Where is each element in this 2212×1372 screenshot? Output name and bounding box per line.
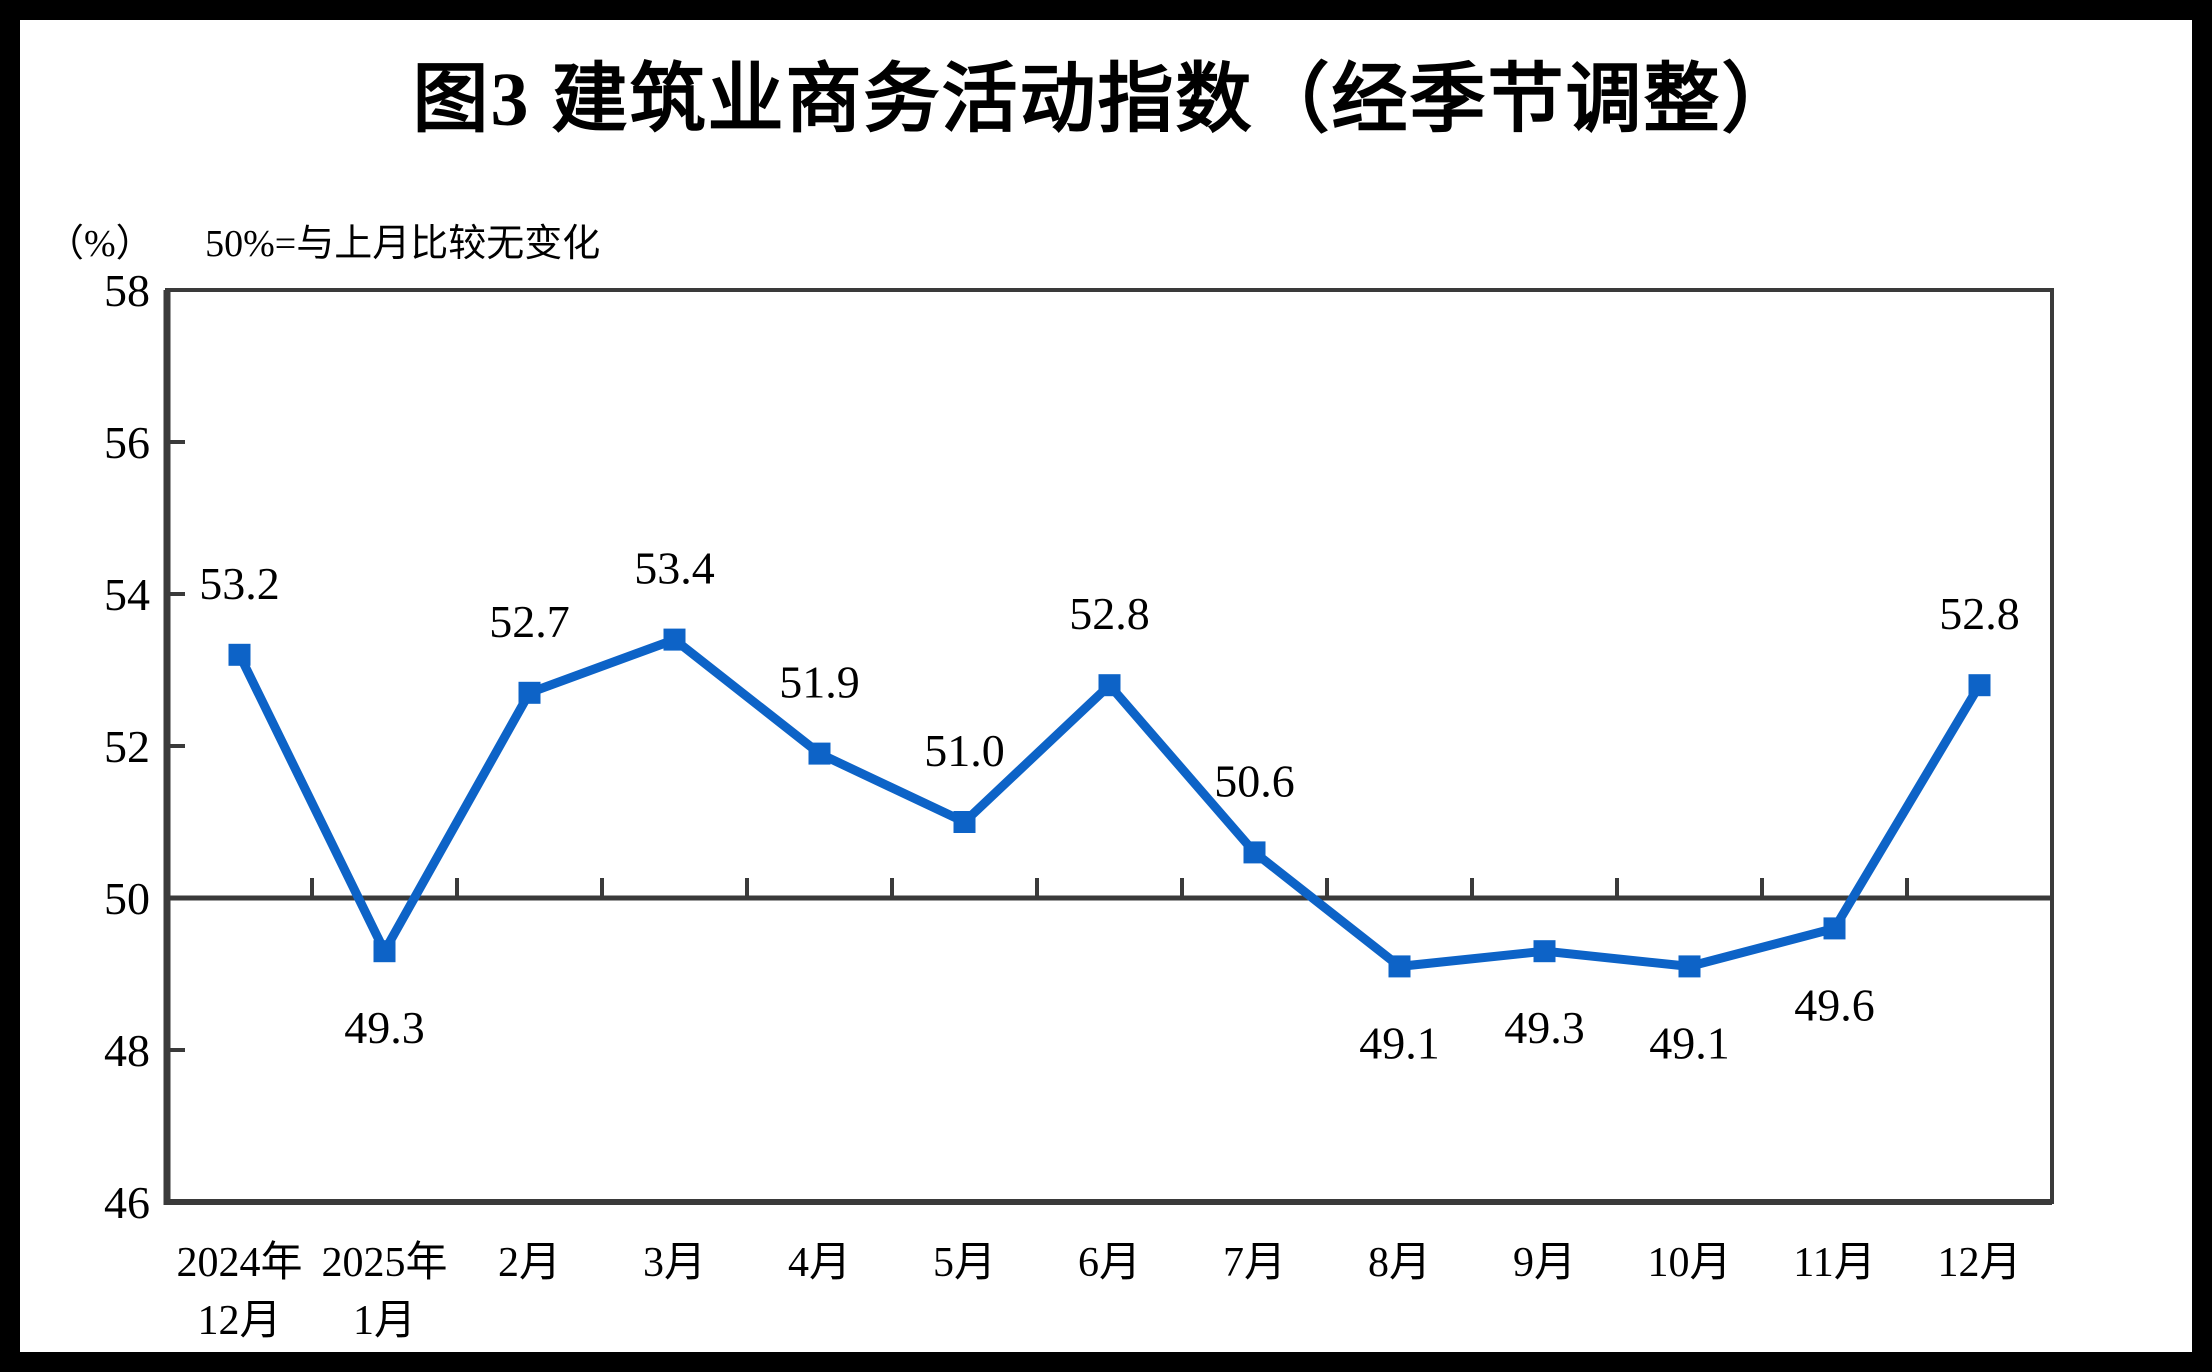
- data-point-marker: [663, 628, 686, 651]
- data-label: 53.4: [634, 543, 715, 594]
- data-label: 51.0: [924, 725, 1005, 776]
- x-axis-category-label: 2025年: [321, 1239, 447, 1286]
- x-axis-category-label: 8月: [1368, 1240, 1431, 1286]
- data-label: 52.8: [1069, 588, 1150, 639]
- x-axis-category-label: 10月: [1647, 1240, 1731, 1286]
- data-point-marker: [1243, 841, 1266, 864]
- x-axis-category-label: 1月: [353, 1298, 416, 1344]
- x-axis-category-label: 6月: [1078, 1240, 1141, 1286]
- chart-title: 图3 建筑业商务活动指数（经季节调整）: [412, 58, 1800, 142]
- data-point-marker: [1678, 955, 1701, 978]
- y-axis-tick-label: 54: [104, 569, 150, 620]
- x-axis-category-label: 2024年: [176, 1239, 302, 1286]
- y-axis-tick-label: 56: [104, 417, 150, 468]
- data-label: 49.1: [1649, 1017, 1730, 1068]
- y-axis-tick-label: 46: [104, 1177, 150, 1228]
- data-point-marker: [228, 643, 251, 666]
- y-axis-tick-label: 50: [104, 873, 150, 924]
- x-axis-category-label: 12月: [197, 1298, 281, 1344]
- data-point-marker: [808, 742, 831, 765]
- data-point-marker: [1823, 917, 1846, 940]
- data-point-marker: [1533, 940, 1556, 963]
- data-label: 49.3: [344, 1002, 425, 1053]
- data-point-marker: [373, 940, 396, 963]
- axis-note: （%） 50%=与上月比较无变化: [46, 212, 600, 267]
- data-point-marker: [953, 811, 976, 833]
- data-label: 53.2: [199, 558, 280, 609]
- data-point-marker: [1388, 955, 1411, 978]
- data-label: 52.7: [489, 596, 570, 647]
- x-axis-category-label: 3月: [643, 1240, 706, 1286]
- x-axis-category-label: 7月: [1223, 1240, 1286, 1286]
- x-axis-category-label: 5月: [933, 1240, 996, 1286]
- data-label: 49.1: [1359, 1017, 1440, 1068]
- x-axis-category-label: 9月: [1513, 1240, 1576, 1286]
- data-label: 51.9: [779, 657, 860, 708]
- reference-line-note: 50%=与上月比较无变化: [205, 223, 601, 265]
- plot-area-frame: [165, 288, 2054, 1204]
- x-axis-category-label: 2月: [498, 1240, 561, 1286]
- x-axis-category-label: 4月: [788, 1240, 851, 1286]
- y-axis-tick-label: 58: [104, 265, 150, 316]
- y-axis-tick-label: 52: [104, 721, 150, 772]
- data-label: 50.6: [1214, 755, 1295, 806]
- y-axis-tick-label: 48: [104, 1025, 150, 1076]
- x-axis-category-label: 11月: [1793, 1240, 1875, 1286]
- data-label: 49.3: [1504, 1002, 1585, 1053]
- data-point-marker: [1098, 674, 1121, 697]
- x-axis-category-label: 12月: [1937, 1240, 2021, 1286]
- data-label: 52.8: [1939, 588, 2020, 639]
- data-label: 49.6: [1794, 979, 1875, 1030]
- data-point-marker: [1968, 674, 1991, 697]
- data-point-marker: [518, 681, 541, 704]
- line-chart: 46 48 50 52 54 56 58 53.2 49.3 52.7 53.4 51.9 51.0 52…: [104, 265, 2054, 1344]
- y-axis-unit-label: （%）: [46, 223, 154, 265]
